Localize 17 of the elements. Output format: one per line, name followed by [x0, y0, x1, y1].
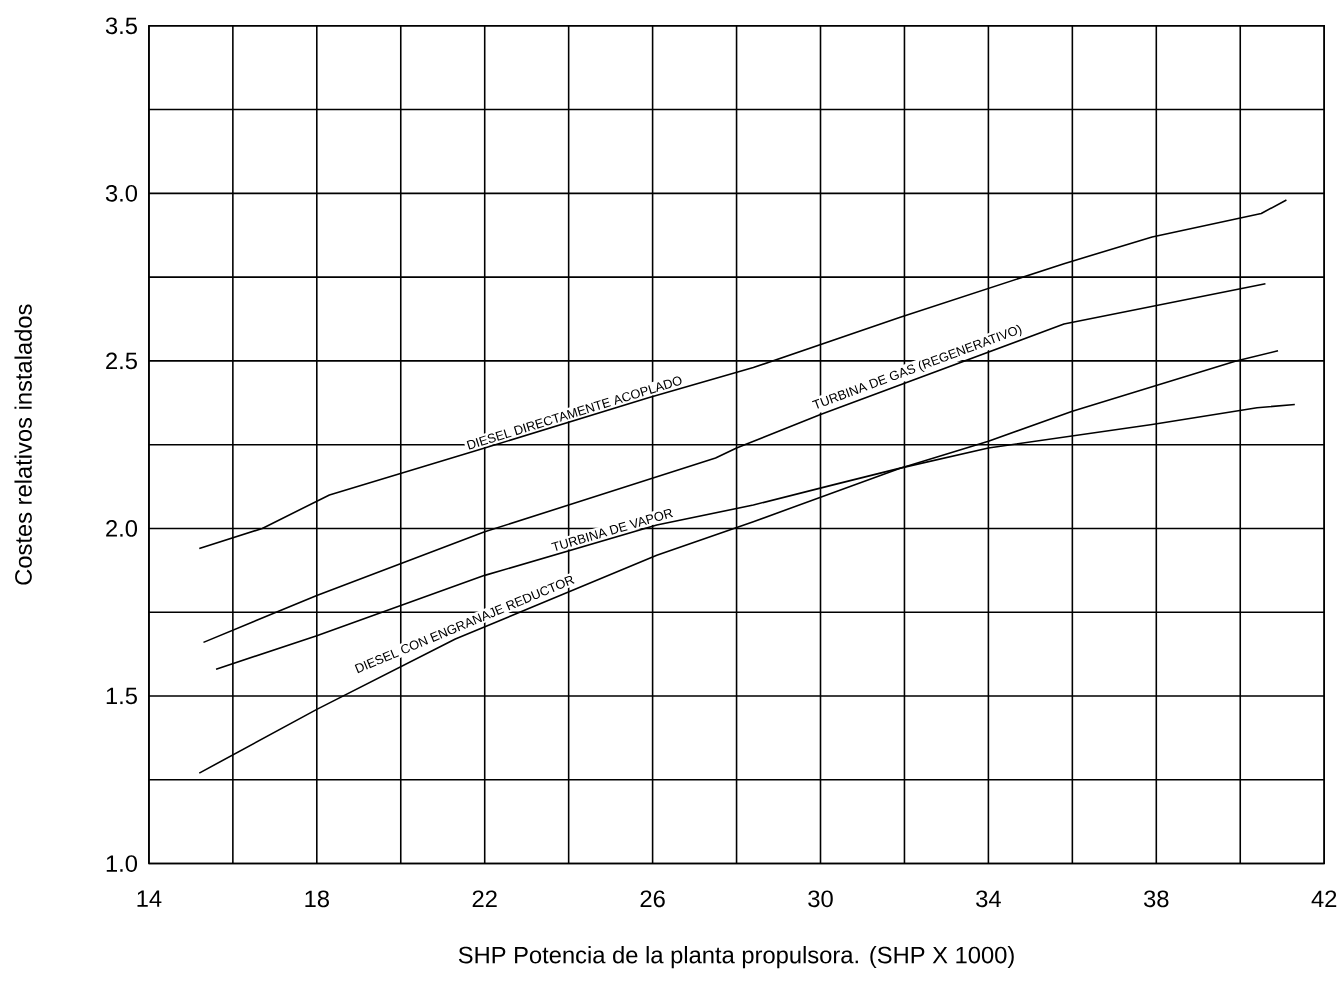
x-tick-label: 34	[976, 890, 1001, 907]
y-axis-title: Costes relativos instalados	[14, 304, 32, 585]
x-axis-title: SHP Potencia de la planta propulsora. (SHP X 1000)	[458, 945, 1014, 968]
y-tick-label: 3.0	[105, 184, 138, 202]
y-tick-label: 2.0	[106, 519, 138, 537]
x-tick-label: 26	[640, 890, 665, 907]
x-tick-label: 14	[137, 890, 162, 907]
x-tick-label: 30	[808, 890, 833, 907]
x-tick-label: 42	[1311, 890, 1337, 907]
y-tick-label: 3.5	[105, 17, 137, 34]
y-tick-label: 2.5	[106, 352, 137, 369]
x-tick-label: 18	[305, 890, 329, 907]
line-series	[198, 198, 1288, 550]
x-tick-label: 22	[472, 890, 497, 907]
y-tick-label: 1.0	[106, 854, 138, 872]
y-tick-label: 1.5	[106, 687, 137, 704]
x-tick-label: 38	[1144, 890, 1169, 907]
